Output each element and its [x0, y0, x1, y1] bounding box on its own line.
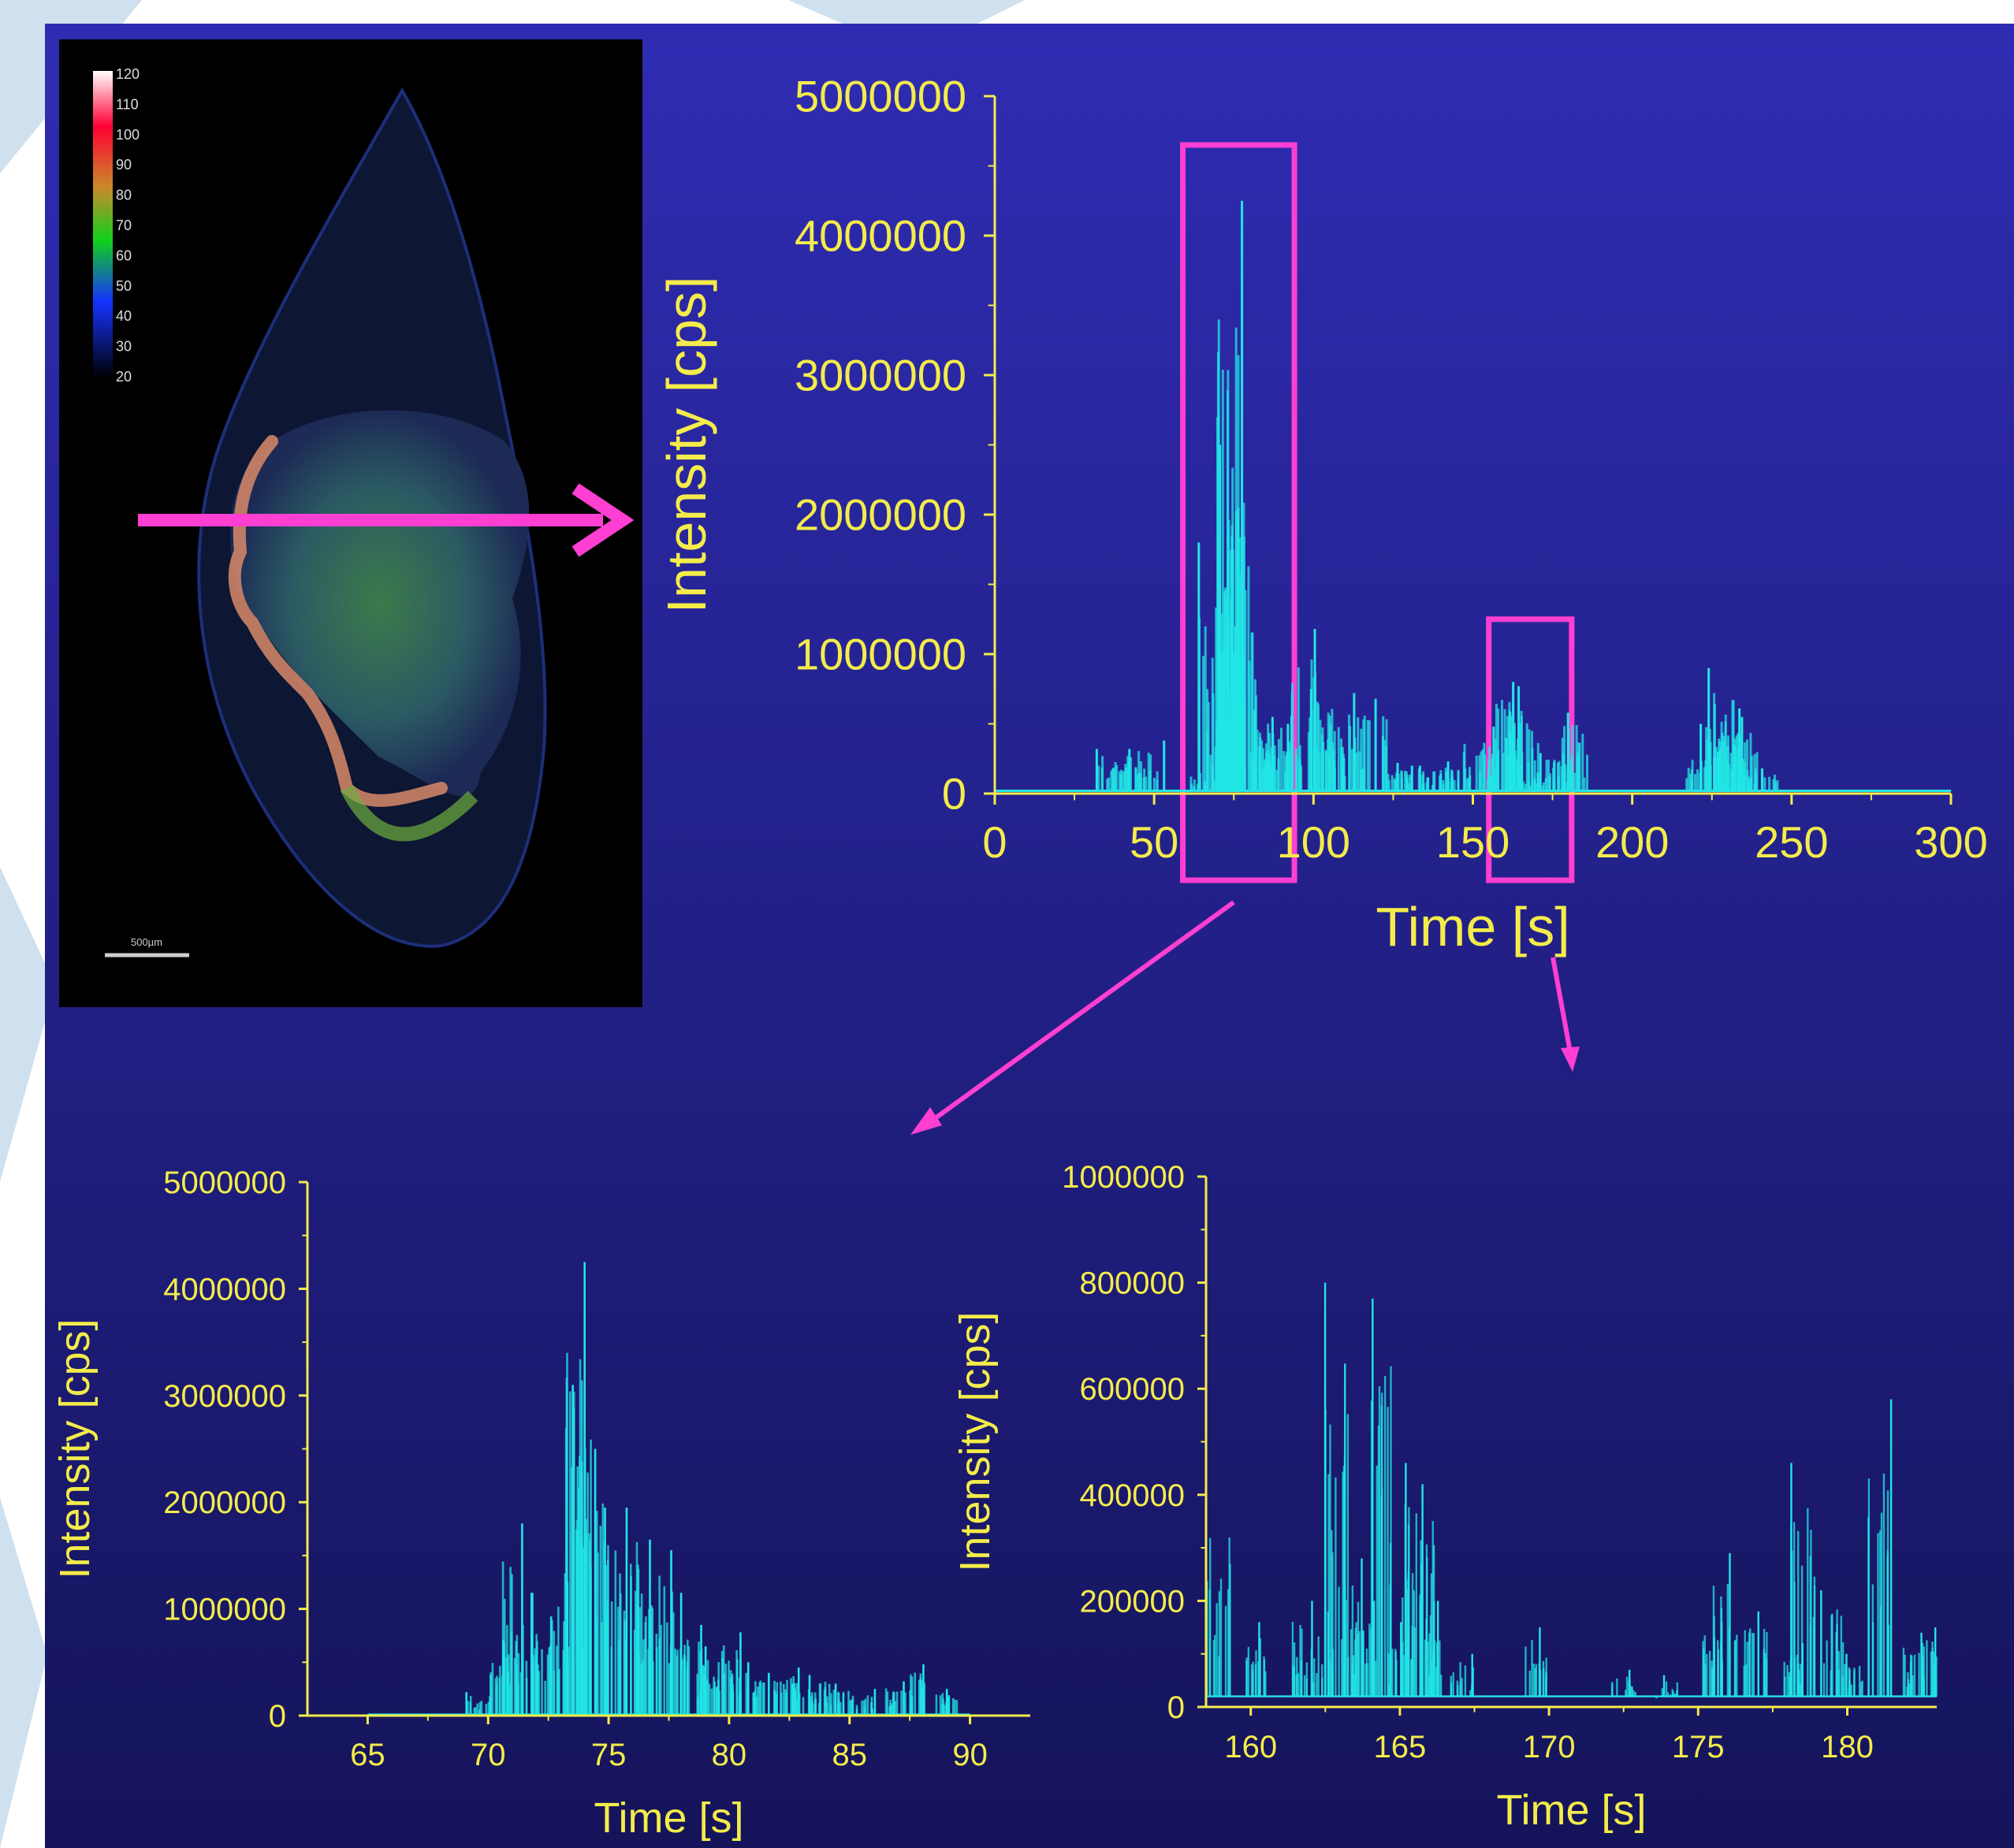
x-tick-label: 175 — [1672, 1730, 1725, 1764]
colorbar-tick-label: 50 — [116, 278, 132, 294]
colorbar-tick-label: 30 — [116, 339, 132, 355]
highlight-box — [1180, 142, 1297, 883]
x-tick-label: 70 — [471, 1738, 506, 1772]
x-axis-label: Time [s] — [594, 1794, 743, 1842]
x-tick-label: 0 — [982, 817, 1007, 867]
x-tick-label: 50 — [1130, 817, 1178, 867]
y-tick-label: 1000000 — [163, 1593, 286, 1627]
y-tick-label: 5000000 — [163, 1166, 286, 1200]
colorbar-tick-label: 80 — [116, 188, 132, 203]
x-tick-label: 90 — [952, 1738, 988, 1772]
trace-group — [367, 1262, 970, 1716]
x-tick-label: 80 — [712, 1738, 747, 1772]
colorbar-tick-label: 60 — [116, 247, 132, 263]
y-tick-label: 1000000 — [795, 630, 966, 679]
colorbar-tick-label: 20 — [116, 369, 132, 385]
x-tick-label: 65 — [350, 1738, 385, 1772]
highlight-arrows — [138, 483, 1580, 1135]
y-tick-label: 0 — [269, 1699, 286, 1734]
overview-chart: 0 1000000 2000000 3000000 4000000 5000000 0 50 1… — [656, 72, 1988, 957]
x-tick-label: 170 — [1523, 1730, 1576, 1764]
colorbar — [93, 71, 113, 378]
scan-line-arrow — [138, 483, 635, 557]
colorbar-tick-label: 40 — [116, 308, 132, 324]
y-axis-label: Intensity [cps] — [951, 1311, 999, 1571]
y-axis-label: Intensity [cps] — [51, 1318, 99, 1578]
x-tick-label: 75 — [591, 1738, 627, 1772]
zoom-arrow-right — [1551, 957, 1580, 1072]
y-tick-label: 200000 — [1080, 1584, 1185, 1619]
trace-group — [1204, 1282, 1938, 1699]
x-tick-label: 160 — [1224, 1730, 1277, 1764]
y-tick-label: 4000000 — [795, 211, 966, 261]
y-tick-label: 0 — [942, 769, 966, 819]
colorbar-tick-label: 90 — [116, 157, 132, 173]
y-tick-label: 3000000 — [795, 351, 966, 400]
y-tick-label: 600000 — [1080, 1372, 1185, 1407]
x-tick-label: 200 — [1595, 817, 1669, 867]
y-tick-label: 4000000 — [163, 1272, 286, 1307]
x-axis-label: Time [s] — [1496, 1787, 1646, 1834]
colorbar-tick-label: 100 — [116, 127, 140, 143]
colorbar-tick-label: 120 — [116, 66, 140, 82]
y-tick-label: 400000 — [1080, 1478, 1185, 1513]
x-tick-label: 165 — [1374, 1730, 1427, 1764]
colorbar-ticks: 120 110 100 90 80 70 60 50 40 30 20 — [116, 66, 140, 385]
y-tick-label: 1000000 — [1062, 1160, 1185, 1195]
y-tick-label: 800000 — [1080, 1266, 1185, 1301]
x-tick-label: 100 — [1277, 817, 1350, 867]
y-tick-label: 2000000 — [795, 490, 966, 540]
colorbar-tick-label: 70 — [116, 218, 132, 233]
y-axis-label: Intensity [cps] — [656, 277, 717, 614]
x-axis-label: Time [s] — [1376, 896, 1569, 957]
y-tick-label: 2000000 — [163, 1485, 286, 1520]
y-tick-label: 5000000 — [795, 72, 966, 121]
y-tick-label: 0 — [1167, 1690, 1185, 1725]
x-tick-label: 250 — [1755, 817, 1828, 867]
x-tick-label: 180 — [1821, 1730, 1874, 1764]
scale-bar-label: 500µm — [131, 936, 162, 948]
x-tick-label: 300 — [1914, 817, 1987, 867]
x-tick-label: 85 — [832, 1738, 868, 1772]
trace-group — [995, 200, 1951, 792]
zoom-chart-second-region: 0 200000 400000 600000 800000 1000000 160 165 17… — [951, 1160, 1938, 1834]
zoom-arrow-left — [910, 900, 1235, 1135]
y-tick-label: 3000000 — [163, 1379, 286, 1414]
x-tick-label: 150 — [1436, 817, 1510, 867]
zoom-chart-first-peak: 0 1000000 2000000 3000000 4000000 5000000 65 70… — [51, 1166, 1030, 1842]
colorbar-tick-label: 110 — [116, 96, 139, 112]
